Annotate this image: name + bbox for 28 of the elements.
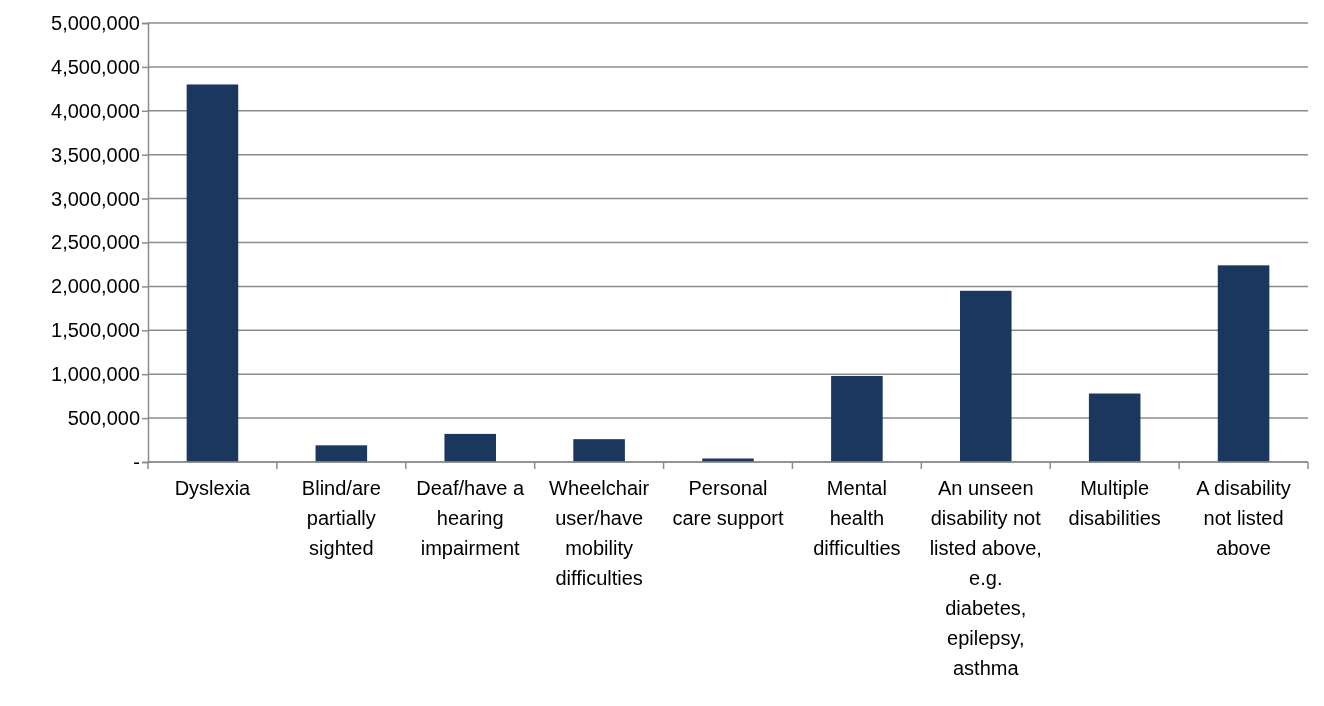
y-tick-label: 4,500,000 [51,55,140,78]
y-tick-label: 4,000,000 [51,99,140,122]
x-tick-label: Dyslexia [174,477,252,499]
bar [1088,393,1141,462]
y-tick-label: 1,500,000 [51,319,140,342]
x-tick-label: A disability not listed above [1196,477,1291,559]
bar [831,375,883,462]
bar [186,84,239,462]
x-tick-label: Blind/are partially sighted [301,477,381,559]
y-tick-label: 5,000,000 [51,11,140,34]
bar [573,439,625,462]
x-tick-label: Deaf/have a hearing impairment [416,477,526,559]
bar [444,433,496,462]
x-tick-label: Mental health difficulties [813,477,901,559]
y-tick-label: 3,000,000 [51,187,140,210]
x-tick-label: Wheelchair user/have mobility difficulties [549,477,650,589]
y-tick-label: 3,500,000 [51,143,140,166]
x-tick-label: Personal care support [672,477,785,529]
y-tick-label: 500,000 [67,407,140,429]
y-tick-label: - [133,450,140,473]
x-tick-label: Multiple disabilities [1068,477,1161,529]
bar [315,445,368,462]
y-tick-label: 1,000,000 [51,363,140,386]
y-tick-label: 2,000,000 [51,275,140,298]
y-tick-label: 2,500,000 [51,231,140,254]
bar [1217,265,1270,462]
x-tick-label: An unseen disability not listed above, e.g. diabetes, epilepsy, asthma [929,477,1042,679]
bar [960,290,1012,462]
